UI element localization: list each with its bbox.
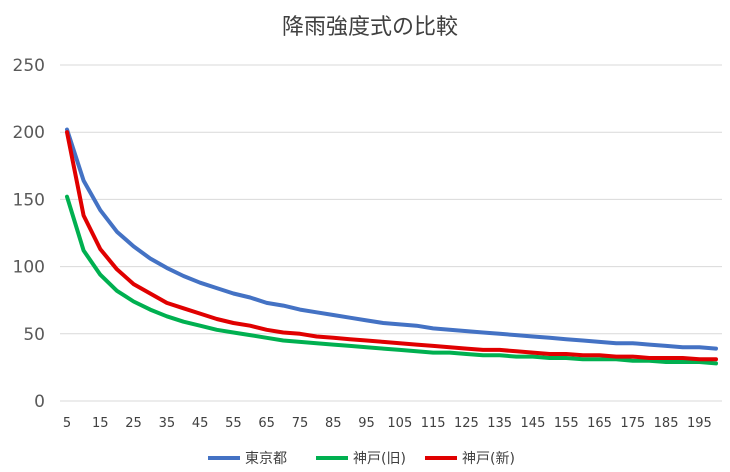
x-tick-label: 15: [92, 416, 109, 431]
x-tick-label: 5: [63, 416, 71, 431]
y-axis-ticks: 0 50 100 150 200 250: [13, 56, 45, 412]
series-line-0: [65, 127, 718, 351]
x-tick-label: 125: [454, 416, 479, 431]
x-tick-label: 135: [487, 416, 512, 431]
x-tick-label: 35: [159, 416, 176, 431]
x-tick-label: 115: [421, 416, 446, 431]
x-tick-label: 175: [620, 416, 645, 431]
data-series: [65, 127, 718, 366]
legend-label: 東京都: [245, 451, 287, 467]
x-tick-label: 155: [554, 416, 579, 431]
x-tick-label: 85: [325, 416, 342, 431]
x-tick-label: 185: [654, 416, 679, 431]
y-tick-label: 200: [13, 123, 45, 143]
x-tick-label: 75: [292, 416, 309, 431]
legend-label: 神戸(旧): [353, 451, 406, 467]
gridlines: [60, 64, 722, 402]
x-axis-ticks: 5 15 25 35 45 55 65 75 85 95 105 115 125 135 145 155 165…: [63, 416, 712, 431]
x-tick-label: 165: [587, 416, 612, 431]
y-tick-label: 150: [13, 190, 45, 210]
chart-title: 降雨強度式の比較: [282, 15, 458, 40]
y-tick-label: 100: [13, 258, 45, 278]
x-tick-label: 195: [687, 416, 712, 431]
y-tick-label: 250: [13, 56, 45, 76]
legend-label: 神戸(新): [462, 451, 515, 467]
x-tick-label: 95: [358, 416, 375, 431]
series-line-2: [65, 130, 718, 362]
x-tick-label: 65: [258, 416, 275, 431]
x-tick-label: 45: [192, 416, 209, 431]
series-line-1: [65, 194, 718, 366]
x-tick-label: 55: [225, 416, 242, 431]
x-tick-label: 105: [387, 416, 412, 431]
y-tick-label: 0: [34, 392, 45, 412]
y-tick-label: 50: [23, 325, 45, 345]
x-tick-label: 25: [125, 416, 142, 431]
legend: 東京都 神戸(旧) 神戸(新): [208, 451, 515, 467]
x-tick-label: 145: [521, 416, 546, 431]
